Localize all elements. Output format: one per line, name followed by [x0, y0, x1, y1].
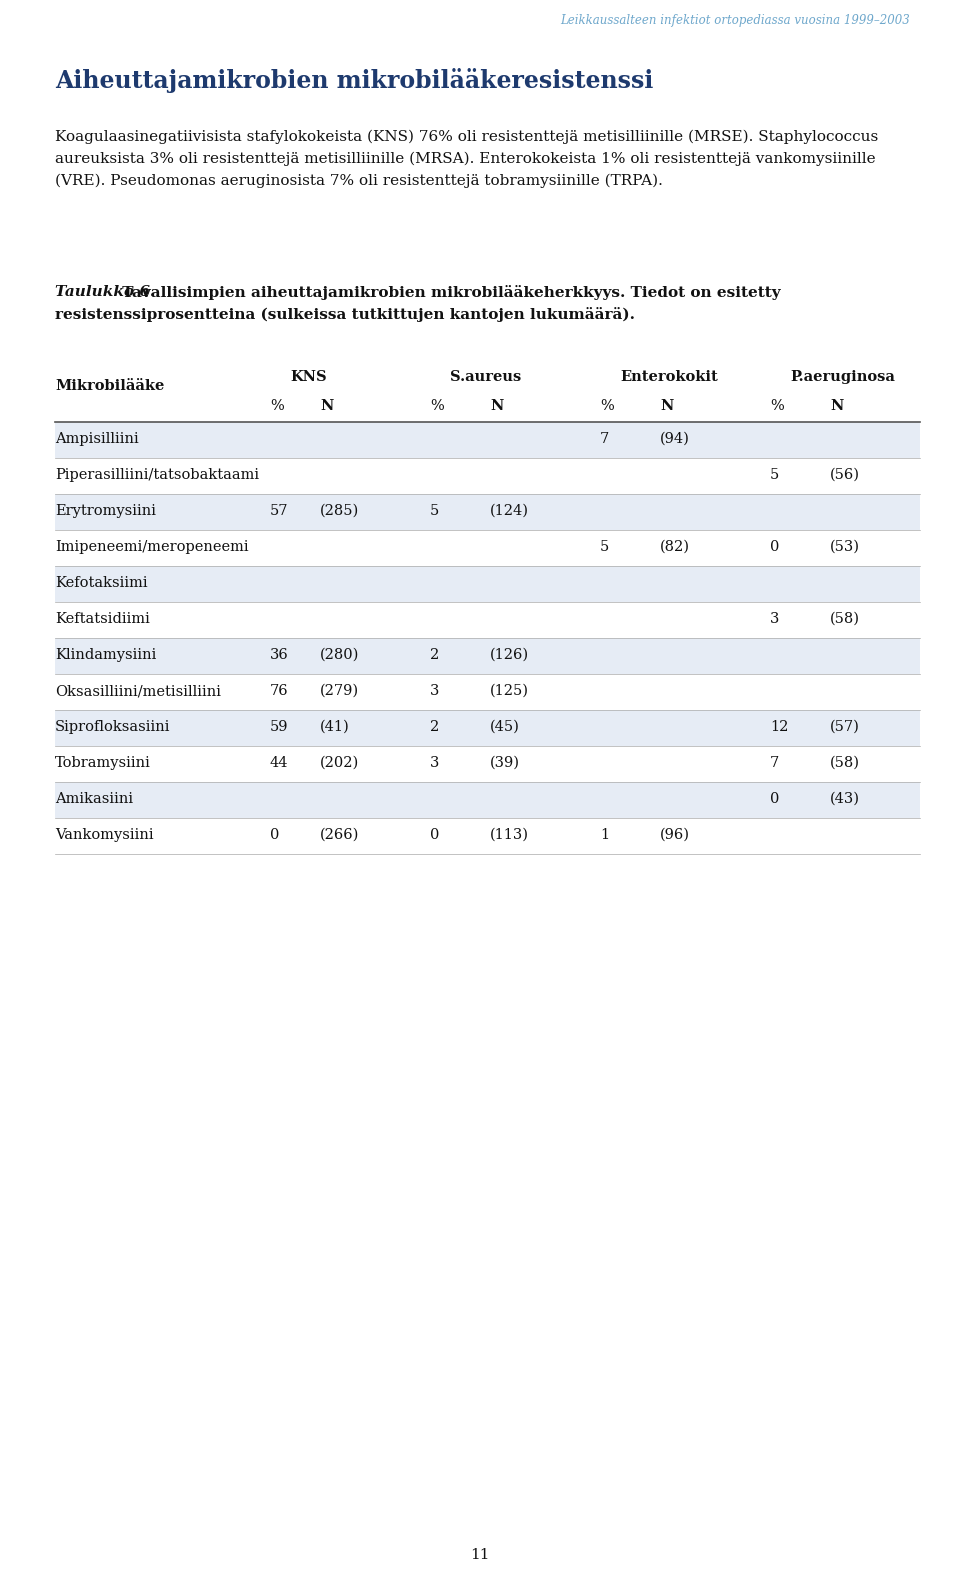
- Text: (266): (266): [320, 828, 359, 842]
- Text: 5: 5: [600, 540, 610, 555]
- Text: (125): (125): [490, 683, 529, 698]
- Text: Vankomysiini: Vankomysiini: [55, 828, 154, 842]
- Text: (96): (96): [660, 828, 690, 842]
- Text: N: N: [660, 399, 673, 413]
- Text: (202): (202): [320, 756, 359, 770]
- Bar: [55, 782, 920, 818]
- Text: %: %: [770, 399, 783, 413]
- Text: (43): (43): [830, 792, 860, 806]
- Text: aureuksista 3% oli resistenttejä metisilliinille (MRSA). Enterokokeista 1% oli r: aureuksista 3% oli resistenttejä metisil…: [55, 152, 876, 167]
- Text: %: %: [430, 399, 444, 413]
- Text: KNS: KNS: [290, 371, 326, 383]
- Text: 5: 5: [430, 504, 440, 518]
- Text: (280): (280): [320, 647, 359, 661]
- Text: (VRE). Pseudomonas aeruginosista 7% oli resistenttejä tobramysiinille (TRPA).: (VRE). Pseudomonas aeruginosista 7% oli …: [55, 174, 662, 189]
- Bar: [55, 638, 920, 674]
- Text: (45): (45): [490, 720, 520, 734]
- Text: 36: 36: [270, 647, 289, 661]
- Text: 7: 7: [600, 432, 610, 446]
- Text: 0: 0: [270, 828, 279, 842]
- Text: %: %: [270, 399, 284, 413]
- Text: P.aeruginosa: P.aeruginosa: [790, 371, 895, 383]
- Text: Enterokokit: Enterokokit: [620, 371, 718, 383]
- Text: Tavallisimpien aiheuttajamikrobien mikrobilääkeherkkyys. Tiedot on esitetty: Tavallisimpien aiheuttajamikrobien mikro…: [117, 284, 780, 300]
- Text: N: N: [830, 399, 844, 413]
- Text: (113): (113): [490, 828, 529, 842]
- Text: (279): (279): [320, 683, 359, 698]
- Text: N: N: [320, 399, 333, 413]
- Text: Imipeneemi/meropeneemi: Imipeneemi/meropeneemi: [55, 540, 249, 555]
- Text: resistenssiprosentteina (sulkeissa tutkittujen kantojen lukumäärä).: resistenssiprosentteina (sulkeissa tutki…: [55, 306, 635, 322]
- Bar: [55, 566, 920, 602]
- Bar: [55, 493, 920, 529]
- Text: 2: 2: [430, 720, 440, 734]
- Text: 59: 59: [270, 720, 289, 734]
- Text: Aiheuttajamikrobien mikrobilääkeresistenssi: Aiheuttajamikrobien mikrobilääkeresisten…: [55, 68, 654, 93]
- Text: 5: 5: [770, 468, 780, 482]
- Text: Keftatsidiimi: Keftatsidiimi: [55, 613, 150, 625]
- Text: S.aureus: S.aureus: [450, 371, 521, 383]
- Text: %: %: [600, 399, 613, 413]
- Text: (53): (53): [830, 540, 860, 555]
- Text: (57): (57): [830, 720, 860, 734]
- Text: 11: 11: [470, 1547, 490, 1562]
- Bar: [55, 423, 920, 459]
- Text: 3: 3: [430, 683, 440, 698]
- Text: (58): (58): [830, 613, 860, 625]
- Text: Tobramysiini: Tobramysiini: [55, 756, 151, 770]
- Bar: [55, 710, 920, 746]
- Text: 0: 0: [770, 792, 780, 806]
- Text: (58): (58): [830, 756, 860, 770]
- Text: Siprofloksasiini: Siprofloksasiini: [55, 720, 171, 734]
- Text: (285): (285): [320, 504, 359, 518]
- Text: (41): (41): [320, 720, 349, 734]
- Bar: [55, 818, 920, 855]
- Text: 0: 0: [430, 828, 440, 842]
- Text: Koagulaasinegatiivisista stafylokokeista (KNS) 76% oli resistenttejä metisilliin: Koagulaasinegatiivisista stafylokokeista…: [55, 130, 878, 145]
- Text: Taulukko 6.: Taulukko 6.: [55, 284, 156, 298]
- Text: Ampisilliini: Ampisilliini: [55, 432, 139, 446]
- Bar: [55, 602, 920, 638]
- Text: 3: 3: [430, 756, 440, 770]
- Text: Erytromysiini: Erytromysiini: [55, 504, 156, 518]
- Text: 1: 1: [600, 828, 610, 842]
- Text: Oksasilliini/metisilliini: Oksasilliini/metisilliini: [55, 683, 221, 698]
- Text: Kefotaksiimi: Kefotaksiimi: [55, 577, 148, 591]
- Text: (124): (124): [490, 504, 529, 518]
- Text: 3: 3: [770, 613, 780, 625]
- Text: 12: 12: [770, 720, 788, 734]
- Text: Leikkaussalteen infektiot ortopediassa vuosina 1999–2003: Leikkaussalteen infektiot ortopediassa v…: [561, 14, 910, 27]
- Text: 7: 7: [770, 756, 780, 770]
- Text: 44: 44: [270, 756, 289, 770]
- Text: (126): (126): [490, 647, 529, 661]
- Text: Piperasilliini/tatsobaktaami: Piperasilliini/tatsobaktaami: [55, 468, 259, 482]
- Text: Klindamysiini: Klindamysiini: [55, 647, 156, 661]
- Text: N: N: [490, 399, 503, 413]
- Text: (39): (39): [490, 756, 520, 770]
- Bar: [55, 529, 920, 566]
- Bar: [55, 674, 920, 710]
- Text: (56): (56): [830, 468, 860, 482]
- Text: (94): (94): [660, 432, 690, 446]
- Text: Amikasiini: Amikasiini: [55, 792, 133, 806]
- Bar: [55, 746, 920, 782]
- Text: 0: 0: [770, 540, 780, 555]
- Bar: [55, 459, 920, 493]
- Text: 2: 2: [430, 647, 440, 661]
- Text: Mikrobilääke: Mikrobilääke: [55, 379, 164, 393]
- Text: 57: 57: [270, 504, 289, 518]
- Text: 76: 76: [270, 683, 289, 698]
- Text: (82): (82): [660, 540, 690, 555]
